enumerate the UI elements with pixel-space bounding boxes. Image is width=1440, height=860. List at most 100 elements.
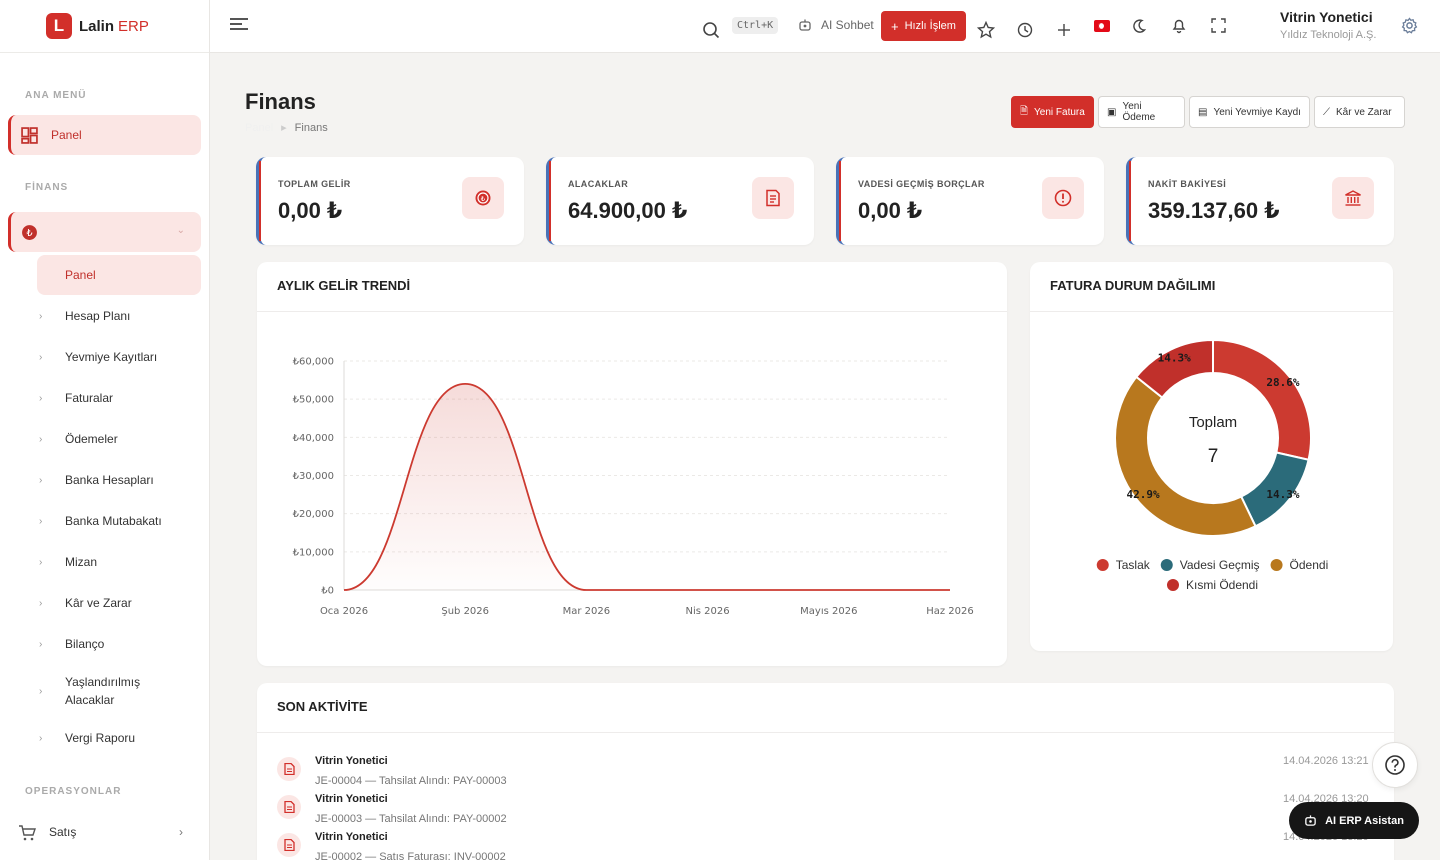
section-label-finance: FİNANS — [25, 182, 69, 193]
activity-user: Vitrin Yonetici — [315, 793, 388, 805]
ai-chat-button[interactable]: AI Sohbet — [798, 18, 874, 32]
sidebar-subitem[interactable]: › Ödemeler — [39, 432, 118, 446]
section-label-operations: OPERASYONLAR — [25, 786, 122, 797]
menu-toggle-icon[interactable] — [230, 18, 248, 33]
revenue-area-fill — [344, 383, 950, 590]
kpi-value: 359.137,60 ₺ — [1148, 198, 1280, 223]
y-tick-label: ₺60,000 — [293, 357, 334, 368]
chart-line-icon: ⟋ — [1323, 106, 1330, 118]
sidebar-subitem[interactable]: › Banka Mutabakatı — [39, 514, 162, 528]
moon-icon[interactable] — [1131, 18, 1147, 34]
new-journal-entry-button[interactable]: ▤ Yeni Yevmiye Kaydı — [1189, 96, 1310, 128]
sidebar-subitem[interactable]: › Bilanço — [39, 637, 105, 651]
donut-center-value: 7 — [1208, 446, 1219, 467]
y-tick-label: ₺10,000 — [293, 547, 334, 558]
quick-action-button[interactable]: + Hızlı İşlem — [881, 11, 966, 41]
legend-swatch — [1160, 559, 1173, 571]
document-icon: 🗎 — [1020, 105, 1029, 117]
topbar: Ctrl+K AI Sohbet + Hızlı İşlem Vitrin Yo… — [210, 0, 1440, 53]
document-icon — [277, 795, 301, 819]
panel-title: SON AKTİVİTE — [277, 699, 368, 714]
sidebar-subitem[interactable]: › Hesap Planı — [39, 309, 131, 323]
sidebar-subitem[interactable]: › Kâr ve Zarar — [39, 596, 132, 610]
sidebar-subitem[interactable]: › Yaşlandırılmış Alacaklar — [39, 675, 141, 707]
activity-description: JE-00003 — Tahsilat Alındı: PAY-00002 — [315, 813, 507, 825]
sidebar-item-panel[interactable]: Panel — [8, 115, 201, 155]
plus-icon: + — [891, 18, 899, 34]
settings-gear-icon[interactable] — [1401, 17, 1418, 34]
search-icon[interactable] — [702, 21, 720, 39]
sidebar-subitem[interactable]: › Yevmiye Kayıtları — [39, 350, 158, 364]
sidebar: L Lalin ERP ANA MENÜ Panel FİNANS ₺ Finan… — [0, 0, 210, 860]
svg-text:₺: ₺ — [481, 195, 486, 203]
kpi-value: 64.900,00 ₺ — [568, 198, 688, 223]
help-button[interactable] — [1372, 742, 1418, 788]
app-logo[interactable]: L Lalin ERP — [0, 0, 209, 53]
language-flag-icon[interactable] — [1094, 20, 1110, 32]
star-icon[interactable] — [977, 21, 995, 39]
dashboard-icon — [21, 127, 38, 144]
x-tick-label: Şub 2026 — [441, 606, 489, 617]
y-tick-label: ₺30,000 — [293, 471, 334, 482]
sidebar-subitem[interactable]: › Faturalar — [39, 391, 114, 405]
legend-swatch — [1166, 579, 1179, 591]
user-name[interactable]: Vitrin Yonetici — [1280, 9, 1373, 25]
kpi-card-overdue-payables: VADESİ GEÇMİŞ BORÇLAR 0,00 ₺ — [836, 157, 1104, 245]
legend-swatch — [1096, 559, 1109, 571]
sidebar-item-sales[interactable]: Satış › — [8, 820, 201, 844]
question-icon — [1385, 755, 1405, 775]
invoice-status-donut-chart: 28.6% 14.3% 42.9% 14.3% Toplam 7 Taslak Vadesi … — [1096, 338, 1329, 592]
legend-label: Vadesi Geçmiş — [1180, 558, 1260, 572]
breadcrumb-home[interactable]: Panel — [245, 122, 274, 134]
donut-slice — [1114, 375, 1257, 537]
chevron-right-icon: › — [179, 825, 183, 839]
sidebar-subitem[interactable]: › Mizan — [39, 555, 98, 569]
sidebar-subitem[interactable]: › Banka Hesapları — [39, 473, 154, 487]
document-icon — [277, 757, 301, 781]
robot-icon — [1305, 815, 1316, 826]
sidebar-subitem[interactable]: › Vergi Raporu — [39, 731, 136, 745]
x-tick-label: Mayıs 2026 — [800, 606, 857, 617]
chevron-right-icon: › — [39, 597, 43, 609]
chevron-right-icon: › — [39, 392, 43, 404]
ai-assistant-button[interactable]: AI ERP Asistan — [1289, 802, 1419, 839]
chevron-right-icon: › — [39, 732, 43, 744]
cash-icon: ▣ — [1107, 106, 1117, 118]
sidebar-subitem-panel[interactable]: Panel — [37, 255, 201, 295]
donut-slice — [1212, 338, 1312, 462]
donut-slice — [1134, 338, 1214, 399]
sidebar-item-label: Finans — [51, 225, 88, 239]
add-icon[interactable] — [1057, 23, 1071, 37]
alert-icon — [1042, 177, 1084, 219]
logo-mark: L — [46, 13, 72, 39]
new-invoice-button[interactable]: 🗎 Yeni Fatura — [1011, 96, 1094, 128]
currency-icon: ₺ — [462, 177, 504, 219]
legend-swatch — [1270, 559, 1283, 571]
kpi-value: 0,00 ₺ — [858, 198, 923, 223]
revenue-series-line — [343, 382, 950, 591]
x-tick-label: Oca 2026 — [320, 606, 368, 617]
activity-user: Vitrin Yonetici — [315, 755, 388, 767]
x-tick-label: Nis 2026 — [686, 606, 730, 617]
kpi-label: ALACAKLAR — [568, 179, 629, 189]
x-tick-label: Haz 2026 — [926, 606, 974, 617]
profit-loss-button[interactable]: ⟋ Kâr ve Zarar — [1314, 96, 1405, 128]
sidebar-item-label: Panel — [51, 128, 82, 142]
fullscreen-icon[interactable] — [1211, 18, 1226, 33]
history-icon[interactable] — [1017, 22, 1033, 38]
shortcut-badge: Ctrl+K — [732, 17, 779, 34]
legend-label: Ödendi — [1290, 558, 1329, 572]
chevron-right-icon: › — [39, 474, 43, 486]
y-tick-label: ₺50,000 — [293, 395, 334, 406]
legend-label: Kısmi Ödendi — [1186, 578, 1258, 592]
app-name: Lalin — [79, 17, 115, 35]
bell-icon[interactable] — [1171, 17, 1187, 34]
activity-time: 14.04.2026 13:21 — [1283, 755, 1369, 767]
new-payment-button[interactable]: ▣ Yeni Ödeme — [1098, 96, 1185, 128]
currency-icon: ₺ — [22, 225, 37, 240]
chevron-right-icon: › — [39, 310, 43, 322]
revenue-trend-panel: AYLIK GELİR TRENDİ ₺0 ₺10,000 ₺20,000 ₺30,0… — [257, 262, 1007, 666]
donut-slice-label: 28.6% — [1266, 376, 1299, 389]
sidebar-item-finance[interactable]: ₺ Finans ⌄ — [8, 212, 201, 252]
activity-description: JE-00004 — Tahsilat Alındı: PAY-00003 — [315, 775, 507, 787]
